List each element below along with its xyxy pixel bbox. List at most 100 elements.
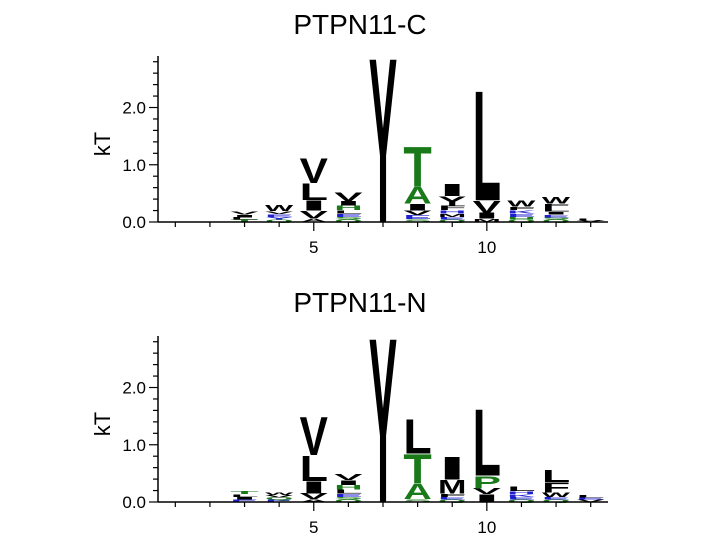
residue-V-pos-4: V — [265, 211, 293, 215]
residue-Q-pos-11: Q — [507, 499, 535, 502]
residue-Q-pos-6: Q — [334, 499, 362, 502]
residue-E-pos-11: E — [507, 496, 535, 500]
residue-I-pos-9: I — [438, 180, 466, 200]
residue-L-pos-8: L — [403, 410, 431, 465]
residue-I-pos-9: I — [438, 451, 466, 487]
residue-W-pos-4: W — [265, 492, 294, 497]
residue-I-pos-6: I — [334, 479, 362, 486]
residue-Q-pos-9: Q — [438, 219, 466, 222]
residue-E-pos-9: E — [438, 496, 466, 500]
residue-V-pos-6: V — [334, 473, 363, 482]
residue-I-pos-5: I — [300, 478, 328, 498]
position-13-stack: VL — [577, 218, 605, 222]
residue-I-pos-8: I — [403, 202, 431, 213]
x-tick-label: 5 — [309, 238, 318, 257]
residue-L-pos-10: L — [473, 389, 501, 496]
residue-L-pos-5: L — [300, 448, 328, 489]
residue-Q-pos-9: Q — [438, 499, 466, 502]
residue-H-pos-6: H — [334, 204, 362, 211]
residue-E-pos-4: E — [265, 213, 293, 217]
residue-L-pos-10: L — [473, 58, 501, 234]
y-tick-label: 2.0 — [122, 99, 146, 118]
x-tick-label: 10 — [477, 238, 496, 257]
residue-Q-pos-12: Q — [542, 219, 570, 222]
residue-V-pos-6: V — [334, 190, 363, 203]
residue-F-pos-9: F — [438, 204, 466, 211]
residue-E-pos-6: E — [334, 493, 362, 498]
residue-F-pos-12: F — [542, 480, 570, 496]
residue-L-pos-3: L — [230, 217, 258, 221]
residue-V-pos-5: V — [300, 492, 329, 501]
residue-V-pos-8: V — [403, 210, 431, 217]
residue-E-pos-4: E — [265, 499, 293, 502]
residue-A-pos-5: A — [300, 218, 328, 223]
residue-V-pos-13: V — [577, 220, 605, 223]
residue-E-pos-12: E — [542, 496, 570, 500]
residue-T-pos-8: T — [403, 136, 431, 200]
position-13-stack: VEL — [577, 495, 605, 503]
residue-I-pos-5: I — [300, 198, 328, 214]
residue-E-pos-12: E — [542, 214, 570, 218]
residue-S-pos-8: S — [403, 219, 431, 223]
residue-T-pos-3: T — [230, 219, 258, 223]
residue-T-pos-8: T — [403, 446, 431, 492]
residue-Q-pos-11: Q — [507, 219, 535, 222]
residue-E-pos-9: E — [438, 216, 466, 220]
chart-title: PTPN11-N — [293, 287, 426, 318]
x-tick-label: 10 — [477, 518, 496, 537]
residue-F-pos-11: F — [507, 206, 535, 211]
y-tick-label: 0.0 — [122, 213, 146, 232]
residue-V-pos-10: V — [473, 487, 502, 496]
residue-M-pos-9: M — [438, 476, 466, 498]
position-7-stack: Y — [369, 9, 397, 272]
residue-V-pos-5: V — [300, 208, 329, 221]
residue-V-pos-5: V — [300, 407, 329, 467]
residue-W-pos-12: W — [542, 195, 570, 206]
residue-Y-pos-9: Y — [438, 194, 466, 208]
residue-Q-pos-4: Q — [265, 497, 293, 500]
residue-S-pos-8: S — [403, 499, 431, 503]
residue-T-pos-3: T — [230, 490, 258, 495]
residue-A-pos-8: A — [403, 479, 431, 504]
y-tick-label: 2.0 — [122, 379, 146, 398]
residue-S-pos-6: S — [334, 216, 362, 220]
residue-V-pos-13: V — [577, 499, 605, 503]
residue-L-pos-5: L — [300, 179, 328, 206]
residue-W-pos-11: W — [507, 199, 536, 208]
residue-V-pos-5: V — [300, 152, 328, 191]
residue-S-pos-6: S — [334, 496, 362, 500]
residue-I-pos-3: I — [230, 214, 258, 218]
residue-V-pos-3: V — [230, 210, 258, 215]
residue-Q-pos-6: Q — [334, 219, 362, 222]
residue-L-pos-6: L — [334, 209, 362, 214]
residue-S-pos-12: S — [542, 217, 570, 220]
residue-W-pos-12: W — [542, 491, 571, 498]
residue-L-pos-12: L — [542, 466, 570, 486]
residue-E-pos-3: E — [230, 499, 258, 502]
residue-H-pos-9: H — [438, 209, 466, 214]
residue-V-pos-4: V — [265, 495, 293, 499]
residue-I-pos-10: I — [473, 211, 501, 220]
residue-L-pos-3: L — [230, 493, 258, 497]
y-tick-label: 0.0 — [122, 493, 146, 512]
residue-L-pos-6: L — [334, 489, 362, 495]
residue-Q-pos-12: Q — [542, 499, 570, 502]
y-tick-label: 1.0 — [122, 436, 146, 455]
residue-V-pos-10: V — [473, 197, 502, 217]
residue-Y-pos-4: Y — [265, 216, 293, 220]
residue-I-pos-3: I — [230, 496, 258, 500]
